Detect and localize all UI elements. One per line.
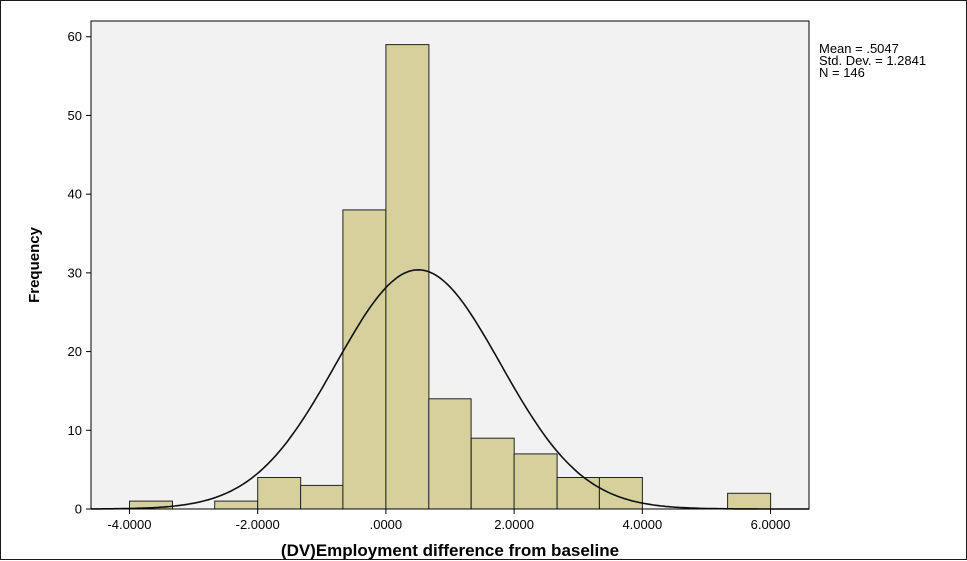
stat-n: N = 146 <box>819 65 865 80</box>
y-tick-label: 60 <box>68 29 82 44</box>
y-tick-label: 30 <box>68 265 82 280</box>
histogram-bar <box>428 398 472 510</box>
stat-std-dev: Std. Dev. = 1.2841 <box>819 53 926 68</box>
y-tick-label: 0 <box>75 502 82 517</box>
x-tick-label: -2.0000 <box>236 517 280 532</box>
histogram-bar <box>214 500 259 510</box>
x-tick-label: 2.0000 <box>494 517 534 532</box>
y-tick-label: 40 <box>68 187 82 202</box>
y-tick-label: 10 <box>68 423 82 438</box>
x-tick-label: .0000 <box>370 517 403 532</box>
histogram-bar <box>342 209 387 510</box>
histogram-bar <box>727 492 772 510</box>
x-tick-label: 4.0000 <box>622 517 662 532</box>
x-tick-label: 6.0000 <box>751 517 791 532</box>
histogram-bar <box>385 44 430 510</box>
histogram-bar <box>556 477 600 510</box>
y-tick-label: 20 <box>68 344 82 359</box>
histogram-bar <box>470 437 515 510</box>
histogram-bar <box>598 477 643 510</box>
histogram-bar <box>513 453 558 510</box>
y-tick-label: 50 <box>68 108 82 123</box>
histogram-bar <box>300 484 344 510</box>
x-tick-label: -4.0000 <box>107 517 151 532</box>
histogram-bar <box>257 477 302 510</box>
x-axis-title: (DV)Employment difference from baseline <box>281 541 619 560</box>
x-ticks-layer: -4.0000 -2.0000 .0000 2.0000 4.0000 6.0000 <box>107 509 790 532</box>
normal-curve <box>91 268 809 510</box>
y-ticks-layer: 0 10 20 30 40 50 60 <box>68 29 91 517</box>
stat-mean: Mean = .5047 <box>819 41 899 56</box>
y-axis-title: Frequency <box>26 226 43 303</box>
